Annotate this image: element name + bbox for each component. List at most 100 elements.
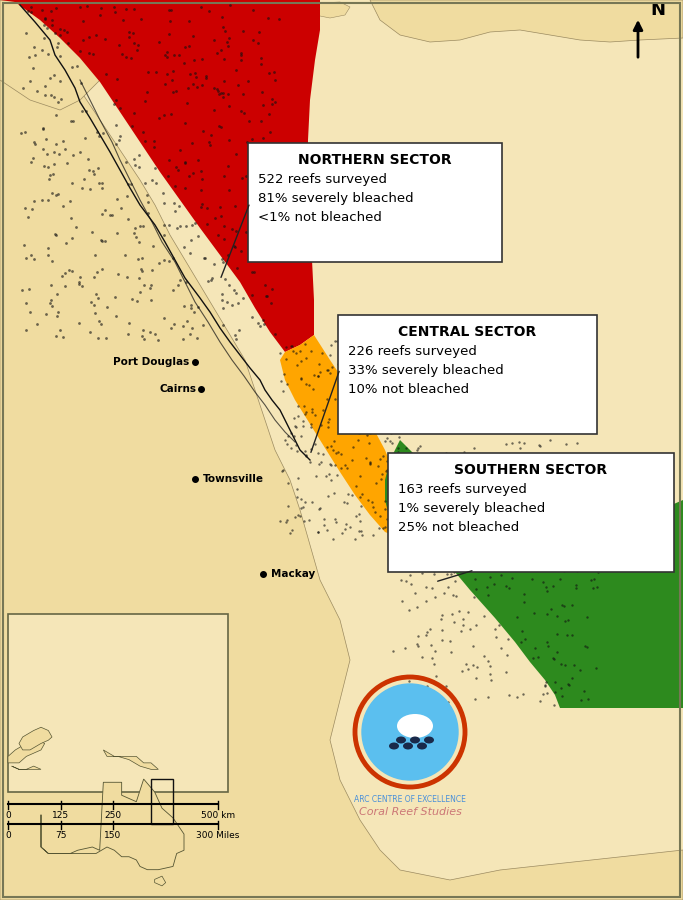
Point — [236, 48, 247, 62]
Point — [180, 156, 191, 170]
Point — [301, 350, 312, 365]
Point — [238, 291, 249, 305]
Point — [559, 598, 570, 613]
Point — [529, 641, 540, 655]
Point — [32, 317, 43, 331]
Point — [442, 497, 453, 511]
Point — [313, 368, 324, 382]
Point — [139, 133, 150, 148]
Point — [274, 12, 285, 26]
Point — [365, 379, 376, 393]
Point — [169, 204, 180, 219]
Point — [91, 28, 102, 42]
Point — [378, 388, 389, 402]
Point — [83, 151, 94, 166]
Point — [16, 126, 27, 140]
Point — [482, 453, 493, 467]
Point — [291, 482, 302, 496]
Point — [236, 104, 247, 118]
Point — [57, 133, 68, 148]
Point — [46, 13, 57, 27]
Point — [187, 320, 198, 335]
Point — [409, 534, 420, 548]
Point — [417, 565, 428, 580]
Point — [43, 47, 54, 61]
Point — [168, 283, 179, 297]
Point — [277, 464, 288, 478]
Point — [83, 31, 94, 45]
Point — [504, 688, 515, 702]
Polygon shape — [305, 2, 350, 18]
Point — [261, 241, 272, 256]
Point — [209, 211, 220, 225]
Point — [127, 119, 138, 133]
Point — [575, 693, 586, 707]
Point — [522, 535, 533, 549]
Point — [25, 74, 36, 88]
Point — [555, 474, 566, 489]
Point — [414, 438, 425, 453]
Point — [356, 487, 367, 501]
Point — [133, 38, 143, 52]
Point — [23, 210, 33, 224]
Point — [112, 192, 123, 206]
Point — [288, 343, 299, 357]
Point — [188, 76, 199, 91]
Point — [141, 86, 152, 100]
Point — [192, 80, 203, 94]
Point — [255, 58, 266, 72]
Point — [400, 451, 410, 465]
Point — [295, 429, 306, 444]
Point — [396, 593, 407, 608]
Point — [27, 60, 38, 75]
Point — [169, 196, 180, 211]
Point — [313, 501, 324, 516]
Point — [198, 318, 209, 332]
Point — [283, 499, 294, 513]
Point — [285, 338, 296, 353]
Point — [579, 538, 589, 553]
Point — [180, 219, 191, 233]
Point — [560, 658, 571, 672]
Point — [163, 168, 173, 183]
Point — [330, 334, 341, 348]
Text: 125: 125 — [52, 811, 69, 820]
Point — [350, 508, 361, 523]
Point — [299, 399, 310, 413]
Point — [97, 125, 108, 140]
Point — [594, 539, 604, 554]
Point — [316, 454, 326, 469]
Point — [92, 124, 102, 139]
Point — [66, 230, 77, 245]
Point — [494, 618, 505, 633]
Point — [382, 511, 393, 526]
Point — [73, 316, 84, 330]
Point — [145, 278, 156, 293]
Point — [408, 496, 419, 510]
Point — [178, 320, 189, 334]
Point — [113, 267, 124, 282]
Point — [130, 220, 141, 235]
Point — [161, 50, 172, 65]
Point — [113, 38, 124, 52]
Point — [182, 314, 193, 328]
Point — [150, 176, 161, 190]
Point — [43, 172, 54, 186]
Point — [49, 26, 60, 40]
Point — [342, 496, 353, 510]
Point — [353, 338, 364, 352]
Point — [356, 347, 367, 362]
Point — [49, 90, 60, 104]
Point — [184, 169, 195, 184]
Point — [128, 106, 139, 121]
Point — [215, 209, 226, 223]
Point — [279, 367, 290, 382]
Point — [321, 469, 332, 483]
Point — [191, 70, 201, 85]
Point — [436, 622, 447, 636]
Point — [582, 640, 593, 654]
Point — [460, 561, 471, 575]
Point — [112, 71, 123, 86]
Point — [519, 436, 530, 451]
Point — [543, 638, 554, 652]
